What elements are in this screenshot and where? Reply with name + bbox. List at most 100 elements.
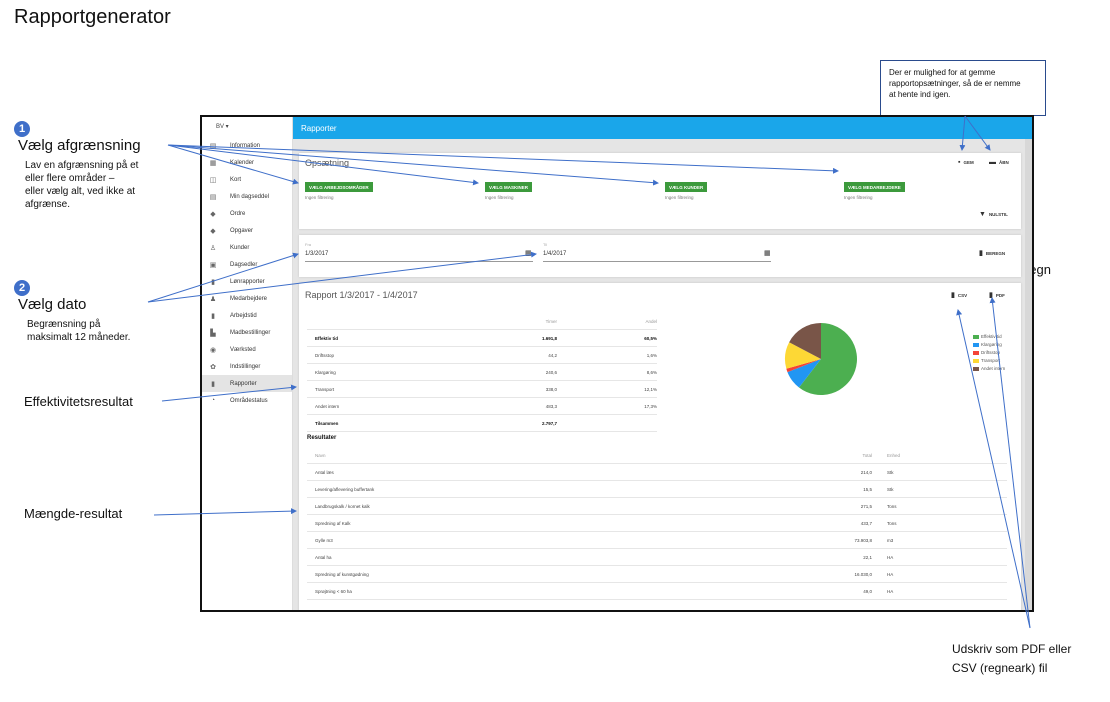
document-icon: ▮ [211, 312, 215, 320]
efficiency-share: 8,6% [646, 370, 657, 375]
sidebar-item-1[interactable]: ▦ Kalender [202, 154, 292, 171]
sidebar-item-14[interactable]: ▮ Rapporter [202, 375, 292, 392]
table-row: Spredning af kunstgødning 16.030,0 HA [307, 566, 1007, 583]
scrollbar[interactable] [1025, 139, 1032, 610]
results-unit: Stk [887, 487, 894, 492]
calculate-button[interactable]: ▮ BEREGN [979, 250, 1006, 257]
sidebar-item-label: Kunder [230, 244, 250, 251]
sidebar-item-9[interactable]: ♟ Medarbejdere [202, 290, 292, 307]
pie-slice-1 [787, 359, 821, 388]
sidebar-item-4[interactable]: ◆ Ordre [202, 205, 292, 222]
from-calendar-icon[interactable]: ▦ [525, 250, 532, 257]
sidebar-item-5[interactable]: ◆ Opgaver [202, 222, 292, 239]
pie-slice-2 [786, 359, 821, 373]
report-title: Rapport 1/3/2017 - 1/4/2017 [305, 290, 418, 300]
csv-export-button[interactable]: ▮ CSV [951, 292, 968, 299]
results-name: Sprøjtning < 60 ha [315, 589, 352, 594]
efficiency-row: Effektiv tid 1.691,8 60,5% [307, 330, 657, 347]
date-card: Fra 1/3/2017 ▦ Til 1/4/2017 ▦ ▮ BEREGN [299, 235, 1021, 277]
customers-filter-note: Ingen filtrering [665, 195, 694, 200]
work-areas-filter-note: Ingen filtrering [305, 195, 334, 200]
legend-label: Driftsstop [981, 350, 1001, 355]
main-content: Opsætning ▪ GEM ▬ ÅBN VÆLG ARBEJDSOMRÅDER … [293, 139, 1032, 610]
efficiency-share: 60,5% [644, 336, 657, 341]
sidebar-item-label: Dagsedler [230, 261, 258, 268]
tag-icon: ◆ [210, 227, 216, 235]
legend-item: Andet intern [973, 366, 1005, 371]
to-calendar-icon[interactable]: ▦ [764, 250, 771, 257]
csv-file-icon: ▮ [951, 292, 955, 299]
results-name: Antal læs [315, 470, 334, 475]
results-unit-header: Enhed [887, 453, 901, 458]
topbar: Rapporter [293, 117, 1032, 139]
results-unit: HA [887, 589, 894, 594]
status-icon: ◔ [210, 397, 216, 404]
results-name: Spredning af Kalk [315, 521, 351, 526]
results-total: 214,0 [860, 470, 872, 475]
open-button[interactable]: ▬ ÅBN [989, 159, 1009, 166]
select-employees-button[interactable]: VÆLG MEDARBEJDERE [844, 182, 905, 192]
from-date-input[interactable]: 1/3/2017 [305, 251, 329, 257]
document-icon: ▮ [211, 380, 215, 388]
sidebar-item-2[interactable]: ◫ Kort [202, 171, 292, 188]
sidebar-item-0[interactable]: ▤ Information [202, 137, 292, 154]
filter-clear-icon: ▼ [979, 211, 986, 218]
account-switcher[interactable]: BV ▾ [216, 124, 229, 130]
chart-icon: ▙ [210, 329, 216, 337]
efficiency-row: Transport 338,0 12,1% [307, 381, 657, 398]
table-row: Levering/aflevering buffertank 15,5 Stk [307, 481, 1007, 498]
step-2-title: Vælg dato [18, 296, 87, 313]
folder-icon: ▬ [989, 159, 996, 166]
to-date-input[interactable]: 1/4/2017 [543, 251, 567, 257]
machines-filter-note: Ingen filtrering [485, 195, 514, 200]
results-total: 271,5 [860, 504, 872, 509]
efficiency-name: Driftsstop [315, 353, 335, 358]
sidebar-item-7[interactable]: ▣ Dagsedler [202, 256, 292, 273]
table-row: Antal ha 22,1 HA [307, 549, 1007, 566]
table-row: Spredning af Kalk 433,7 Tons [307, 515, 1007, 532]
reset-button[interactable]: ▼ NULSTIL [979, 211, 1008, 218]
sidebar-item-3[interactable]: ▤ Min dagseddel [202, 188, 292, 205]
efficiency-hours: 338,0 [545, 387, 557, 392]
efficiency-row: Klargøring 240,6 8,6% [307, 364, 657, 381]
export-callout: Udskriv som PDF eller CSV (regneark) fil [952, 642, 1072, 675]
sidebar-item-10[interactable]: ▮ Arbejdstid [202, 307, 292, 324]
sidebar-item-12[interactable]: ◉ Værksted [202, 341, 292, 358]
sidebar-item-label: Lønrapporter [230, 278, 265, 285]
efficiency-share: 12,1% [644, 387, 657, 392]
sidebar: BV ▾ ▤ Information ▦ Kalender ◫ Kort ▤ Min dags… [202, 117, 293, 610]
sidebar-item-13[interactable]: ✿ Indstillinger [202, 358, 292, 375]
efficiency-pie-chart [785, 323, 857, 395]
sidebar-item-11[interactable]: ▙ Madbestillinger [202, 324, 292, 341]
efficiency-hours: 483,3 [545, 404, 557, 409]
sidebar-item-8[interactable]: ▮ Lønrapporter [202, 273, 292, 290]
sidebar-item-15[interactable]: ◔ Områdestatus [202, 392, 292, 409]
tractor-icon: ◉ [209, 346, 217, 354]
efficiency-callout: Effektivitetsresultat [24, 394, 133, 409]
people-icon: ♟ [209, 295, 217, 303]
select-customers-button[interactable]: VÆLG KUNDER [665, 182, 708, 192]
select-machines-button[interactable]: VÆLG MASKINER [485, 182, 533, 192]
legend-swatch [973, 334, 979, 339]
gear-icon: ✿ [210, 363, 216, 371]
setup-title: Opsætning [305, 158, 350, 168]
results-total: 22,1 [863, 555, 872, 560]
efficiency-hours: 2.797,7 [541, 421, 557, 426]
select-work-areas-button[interactable]: VÆLG ARBEJDSOMRÅDER [305, 182, 373, 192]
table-row: Gylle m3 73.903,8 m3 [307, 532, 1007, 549]
step-2-badge: 2 [14, 280, 30, 296]
sidebar-item-label: Madbestillinger [230, 329, 271, 336]
legend-item: Driftsstop [973, 350, 1000, 355]
table-row: Antal læs 214,0 Stk [307, 464, 1007, 481]
legend-label: Transport [981, 358, 1001, 363]
sidebar-item-label: Ordre [230, 210, 246, 217]
save-button[interactable]: ▪ GEM [958, 159, 974, 166]
results-unit: HA [887, 572, 894, 577]
efficiency-row: Tilsammen 2.797,7 [307, 415, 657, 432]
efficiency-name: Klargøring [315, 370, 336, 375]
legend-swatch [973, 342, 979, 347]
sidebar-item-label: Områdestatus [230, 397, 268, 404]
sidebar-item-6[interactable]: ♙ Kunder [202, 239, 292, 256]
legend-label: Klargøring [981, 342, 1002, 347]
pdf-export-button[interactable]: ▮ PDF [989, 292, 1005, 299]
